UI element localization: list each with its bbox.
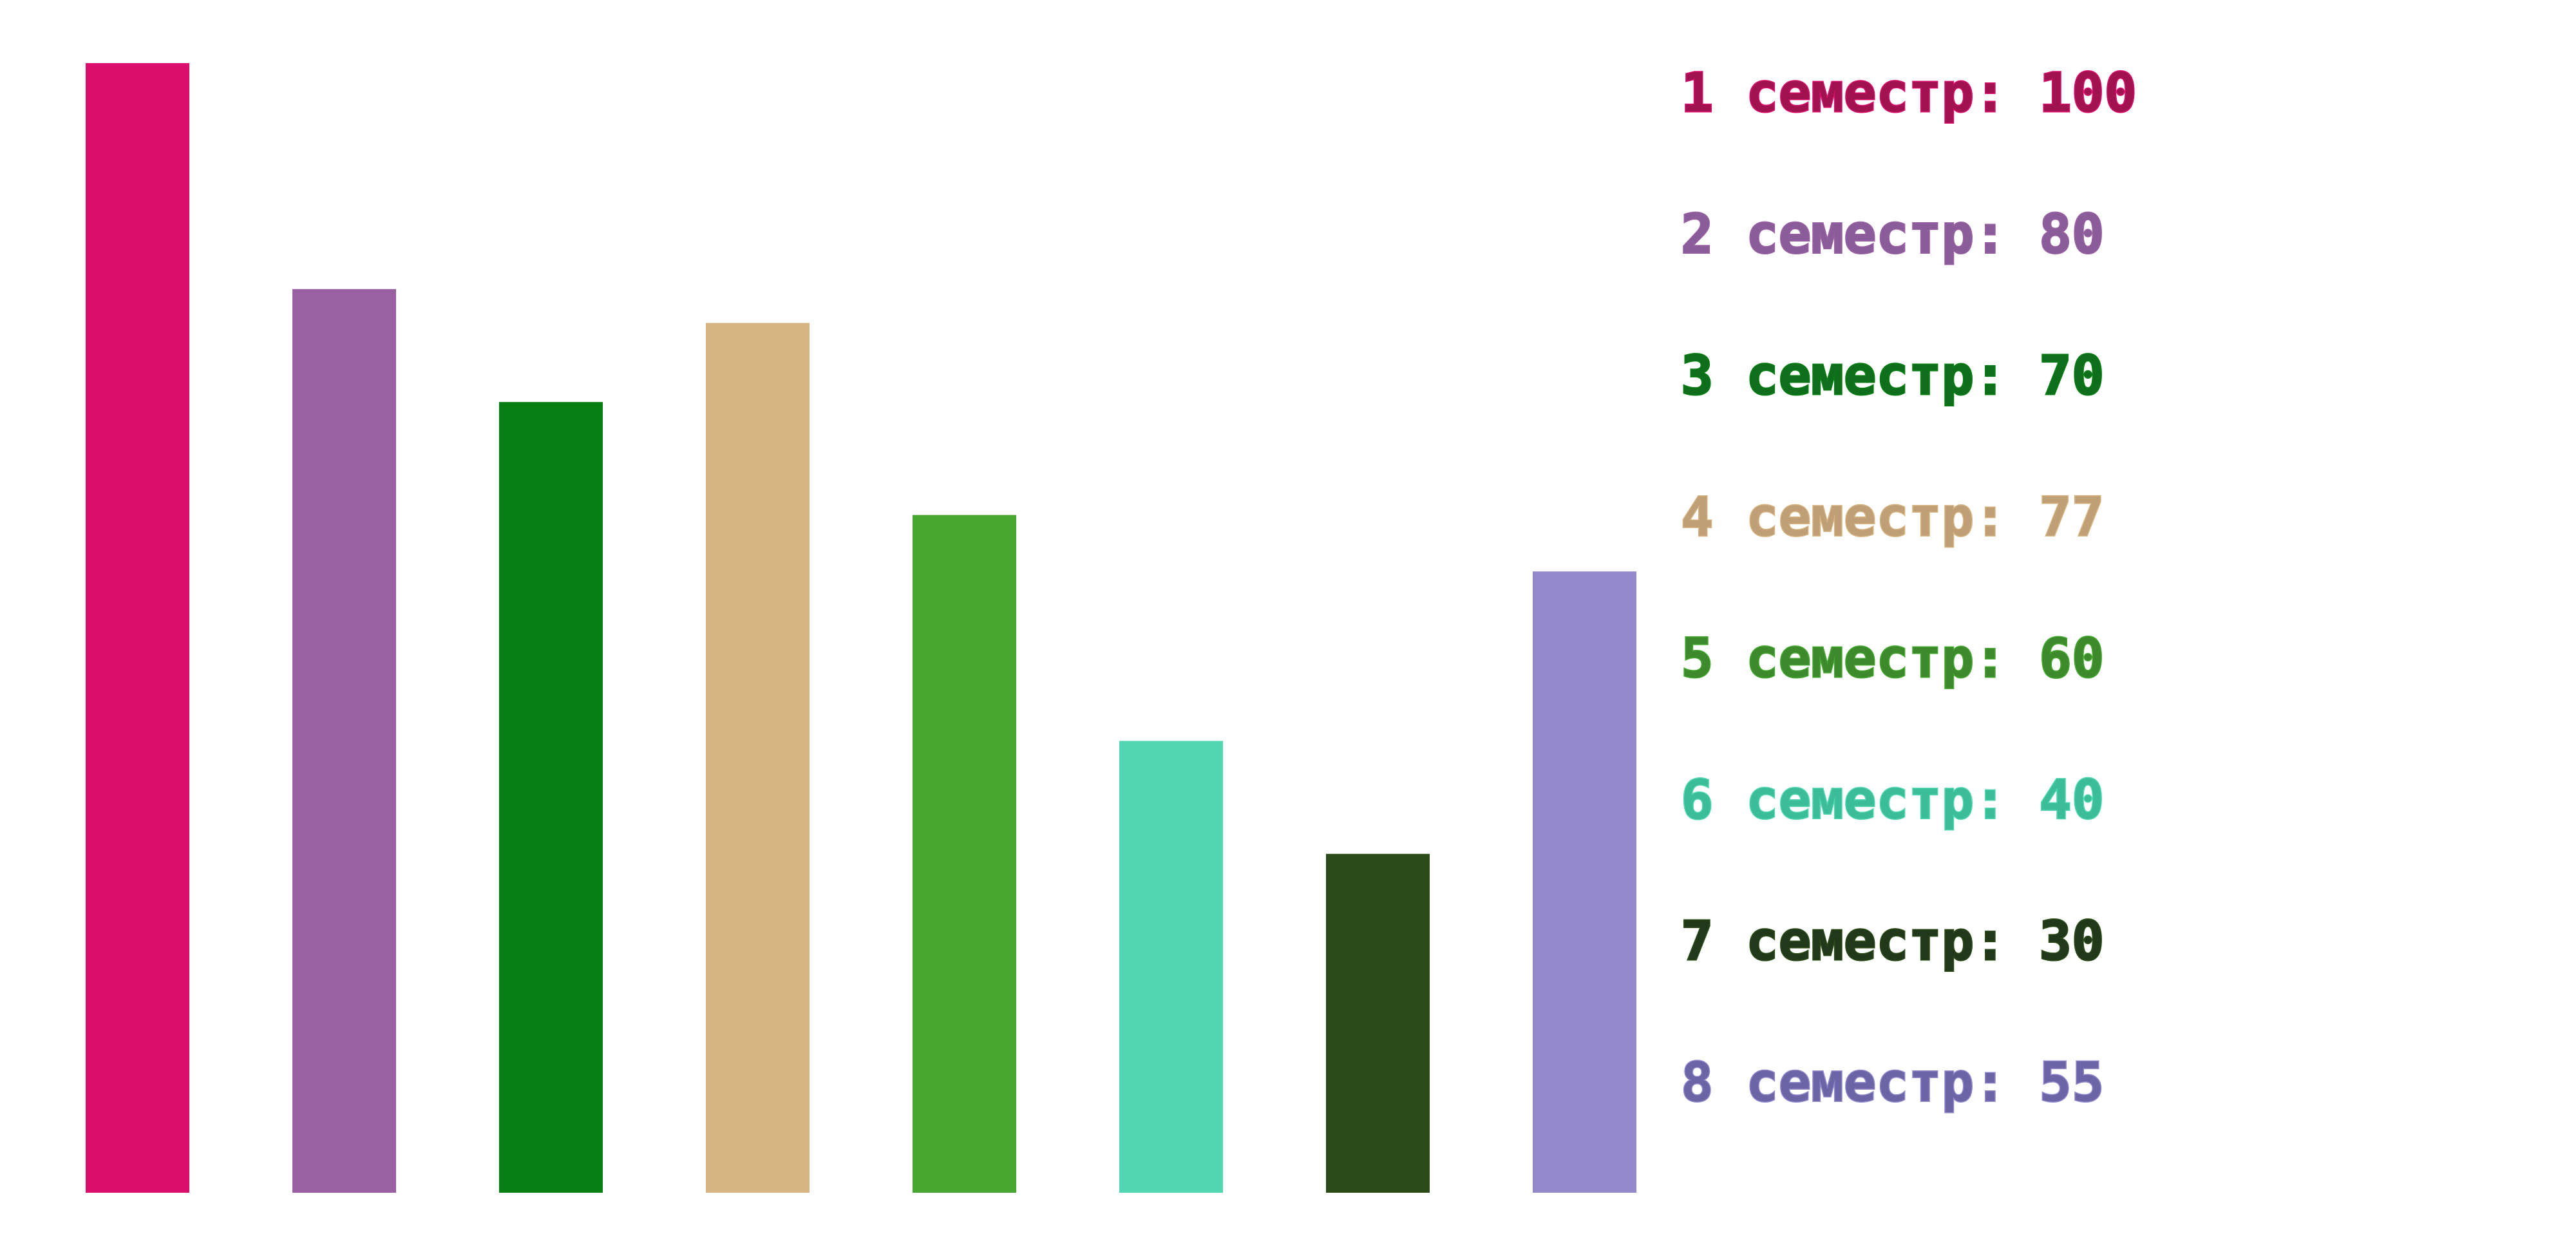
legend-entry-1: 1 семестр: 100 (1681, 61, 2137, 124)
bar-4 (706, 323, 810, 1193)
bar-6 (1119, 741, 1223, 1193)
legend: 1 семестр: 100 2 семестр: 80 3 семестр: 70… (1680, 60, 2138, 1115)
legend-entry-4: 4 семестр: 77 (1681, 485, 2104, 548)
legend-entry-7: 7 семестр: 30 (1681, 909, 2104, 972)
bar-8 (1533, 571, 1636, 1193)
bar-2 (292, 289, 396, 1193)
legend-entry-3: 3 семестр: 70 (1681, 344, 2104, 407)
bar-5 (913, 515, 1016, 1193)
legend-entry-6: 6 семестр: 40 (1681, 768, 2104, 831)
bar-3 (499, 402, 603, 1193)
legend-entry-2: 2 семестр: 80 (1681, 202, 2104, 265)
bar-7 (1326, 853, 1430, 1193)
bar-1 (86, 63, 189, 1193)
legend-entry-5: 5 семестр: 60 (1681, 627, 2104, 690)
legend-entry-8: 8 семестр: 55 (1681, 1050, 2104, 1114)
bars-group (86, 63, 1636, 1193)
